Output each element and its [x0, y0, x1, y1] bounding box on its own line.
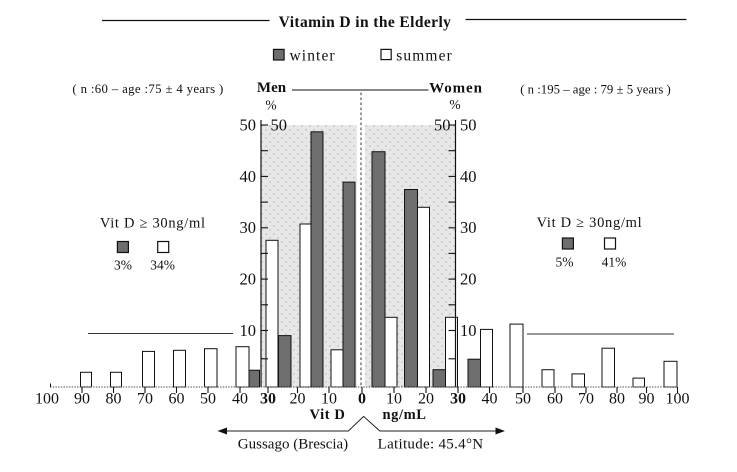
svg-text:Vit D ≥ 30ng/ml: Vit D ≥ 30ng/ml [100, 216, 206, 232]
svg-text:%: % [265, 98, 276, 113]
svg-text:100: 100 [35, 391, 59, 408]
svg-text:10: 10 [386, 391, 402, 408]
svg-text:5%: 5% [556, 254, 574, 269]
svg-text:50: 50 [200, 391, 216, 408]
svg-text:( n :60 – age :75 ± 4 years ): ( n :60 – age :75 ± 4 years ) [72, 82, 223, 96]
svg-text:Vit D ≥ 30ng/ml: Vit D ≥ 30ng/ml [537, 215, 643, 231]
svg-text:Latitude: 45.4°N: Latitude: 45.4°N [378, 437, 484, 453]
svg-text:50: 50 [240, 116, 257, 135]
svg-text:50: 50 [460, 116, 477, 135]
svg-text:10: 10 [321, 391, 337, 408]
svg-text:30: 30 [240, 218, 257, 237]
svg-text:70: 70 [137, 391, 153, 408]
svg-text:10: 10 [460, 321, 477, 340]
svg-text:20: 20 [418, 391, 434, 408]
svg-text:80: 80 [106, 391, 122, 408]
svg-text:Women: Women [429, 81, 483, 97]
svg-text:30: 30 [450, 391, 466, 408]
svg-text:%: % [449, 97, 460, 112]
svg-text:40: 40 [232, 391, 248, 408]
svg-text:70: 70 [578, 391, 594, 408]
svg-text:90: 90 [74, 391, 90, 408]
svg-text:( n :195 – age : 79 ± 5 years: ( n :195 – age : 79 ± 5 years ) [520, 83, 671, 97]
svg-text:30: 30 [460, 218, 477, 237]
svg-text:50: 50 [434, 116, 451, 135]
svg-text:summer: summer [396, 47, 453, 64]
svg-text:Vit D: Vit D [310, 407, 346, 423]
svg-text:0: 0 [358, 391, 366, 408]
svg-text:40: 40 [460, 167, 477, 186]
svg-text:Gussago (Brescia): Gussago (Brescia) [238, 437, 348, 453]
svg-text:20: 20 [290, 391, 306, 408]
svg-text:Men: Men [257, 80, 287, 96]
svg-text:20: 20 [240, 270, 257, 289]
svg-text:90: 90 [639, 391, 655, 408]
svg-text:50: 50 [271, 116, 288, 135]
svg-text:3%: 3% [114, 257, 132, 272]
svg-text:100: 100 [666, 391, 690, 408]
svg-text:20: 20 [460, 270, 477, 289]
svg-text:60: 60 [547, 391, 563, 408]
svg-text:80: 80 [609, 391, 625, 408]
svg-text:30: 30 [260, 391, 276, 408]
svg-text:40: 40 [482, 391, 498, 408]
svg-text:ng/mL: ng/mL [382, 407, 426, 423]
svg-text:41%: 41% [602, 254, 627, 269]
svg-text:34%: 34% [150, 257, 175, 272]
svg-text:Vitamin D in the Elderly: Vitamin D in the Elderly [279, 14, 452, 31]
svg-text:40: 40 [240, 167, 257, 186]
svg-text:50: 50 [515, 391, 531, 408]
svg-text:60: 60 [169, 391, 185, 408]
svg-text:10: 10 [240, 321, 257, 340]
svg-text:winter: winter [290, 47, 336, 64]
